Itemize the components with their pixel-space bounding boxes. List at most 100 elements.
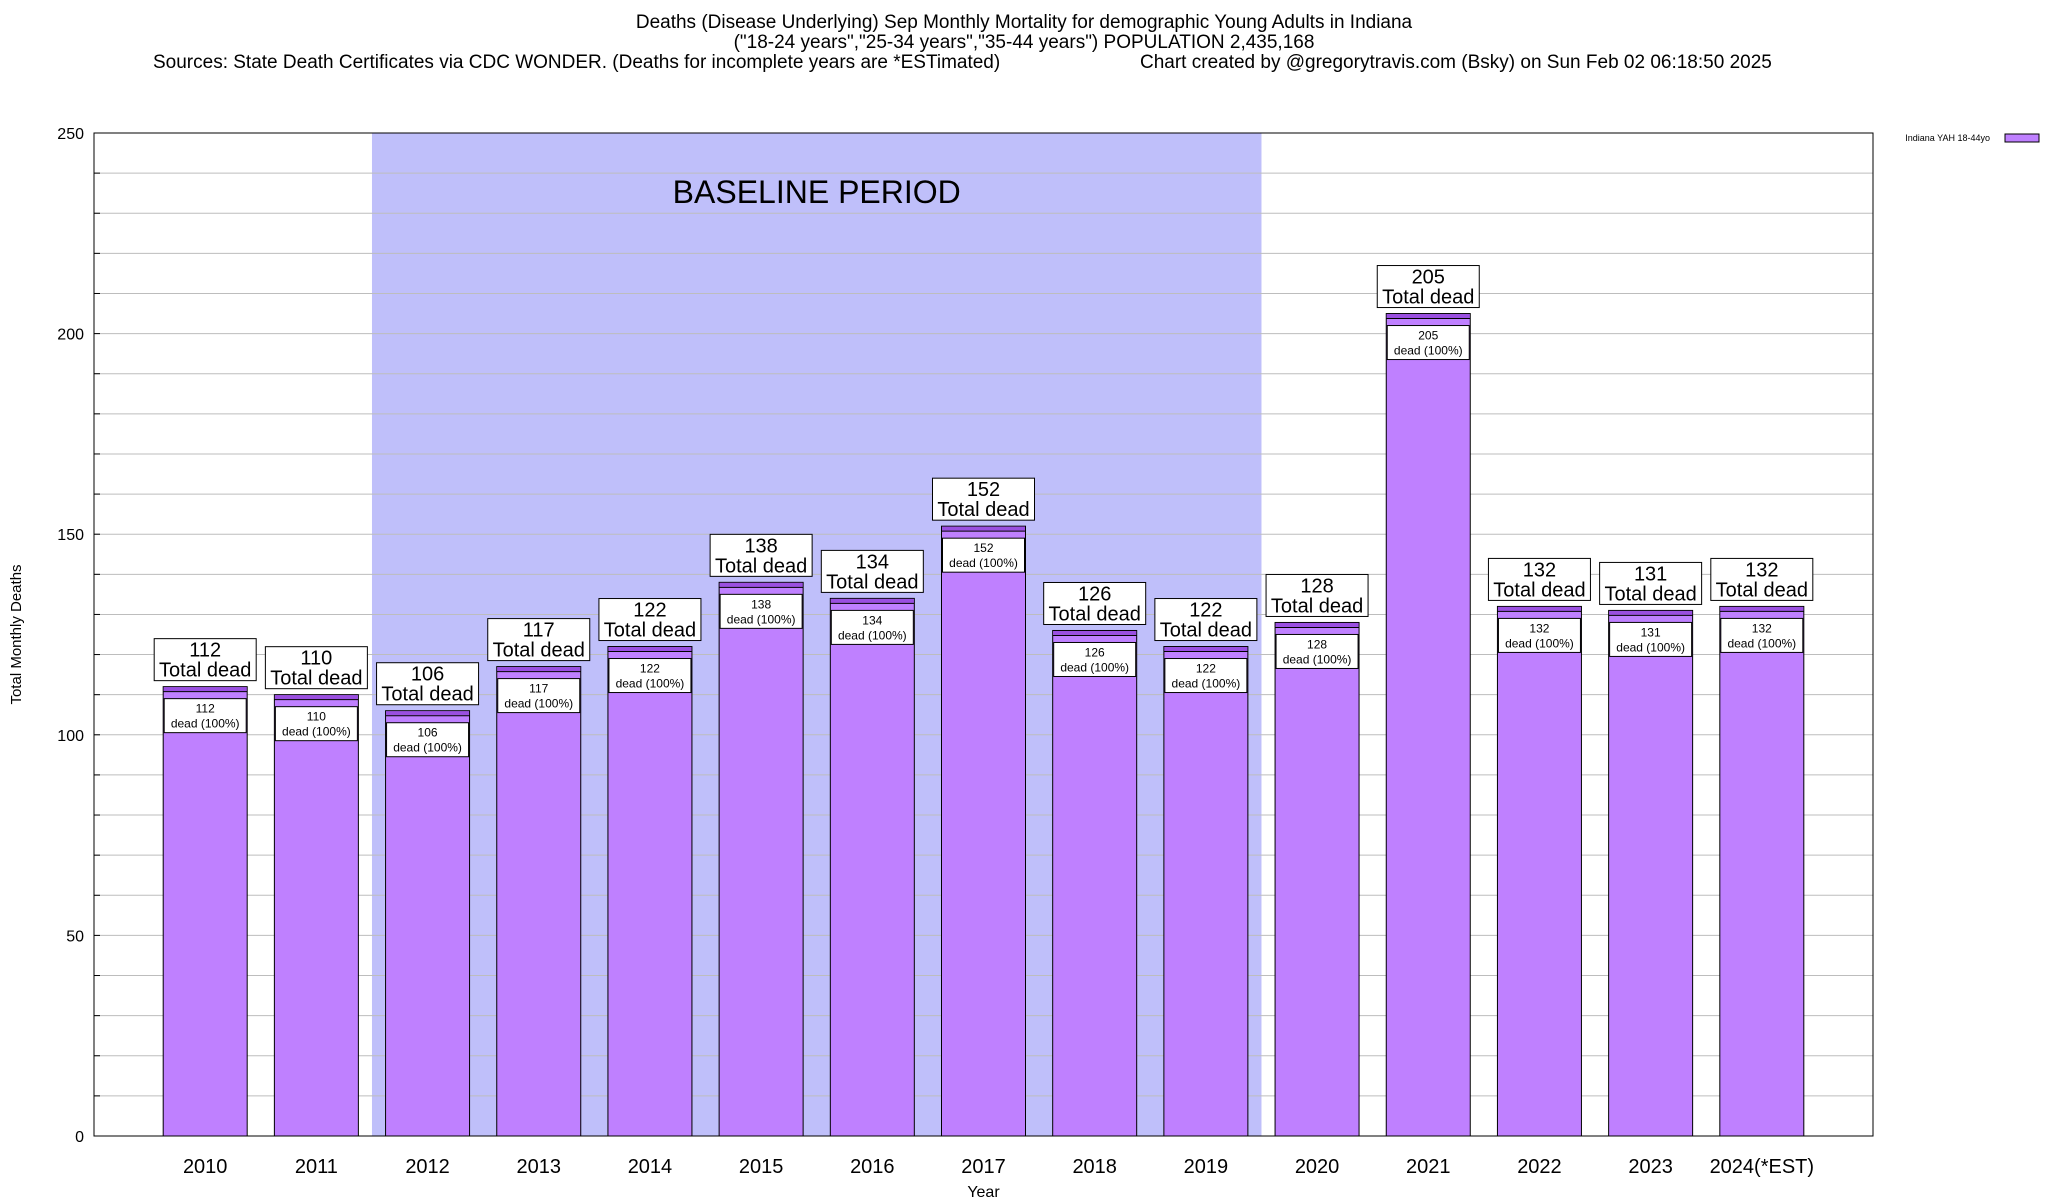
bar-top-suffix: Total dead	[1382, 287, 1474, 309]
bar-top-label-box	[1154, 598, 1258, 642]
bar-top-label-box	[932, 477, 1035, 521]
plot-border	[93, 132, 1874, 1137]
bar-inner-suffix: dead (100%)	[949, 556, 1018, 570]
bar-top-value: 106	[411, 664, 444, 686]
x-tick-label: 2024(*EST)	[1710, 1156, 1815, 1178]
bar-inner-value: 122	[1196, 662, 1216, 676]
bar-top-suffix: Total dead	[937, 499, 1029, 521]
bar-top-cap	[830, 598, 914, 603]
bar-top-value: 134	[856, 551, 889, 573]
bar-inner-label-box	[1720, 617, 1804, 653]
bar-top-suffix: Total dead	[270, 668, 362, 690]
bar-inner-suffix: dead (100%)	[1727, 636, 1796, 650]
bar	[496, 666, 582, 1137]
bar-top-cap	[1386, 314, 1470, 319]
chart-credit: Chart created by @gregorytravis.com (Bsk…	[1140, 52, 1772, 73]
bar-top-value: 112	[189, 640, 221, 662]
bar-top-value: 132	[1745, 559, 1778, 581]
bar	[273, 694, 359, 1137]
bar-inner-value: 112	[196, 702, 215, 716]
bar-inner-label-box	[1386, 325, 1470, 361]
x-tick-label: 2015	[739, 1156, 784, 1178]
bar-top-label-box	[820, 549, 924, 593]
x-tick-label: 2020	[1295, 1156, 1340, 1178]
bar-inner-label-box	[1164, 658, 1248, 694]
bar-inner-value: 152	[973, 541, 993, 555]
bar-top-cap	[497, 667, 581, 672]
bar-top-label-box	[487, 618, 591, 662]
x-tick-label: 2021	[1406, 1156, 1451, 1178]
y-tick-label: 250	[57, 126, 84, 143]
bar-top-label-box	[1043, 581, 1147, 625]
bar-inner-value: 117	[529, 682, 548, 696]
bar	[1274, 621, 1360, 1137]
x-tick-label: 2017	[961, 1156, 1006, 1178]
bar	[607, 646, 693, 1137]
bar-top-value: 122	[1189, 600, 1222, 622]
bar-inner-suffix: dead (100%)	[282, 725, 351, 739]
bar-inner-suffix: dead (100%)	[393, 741, 462, 755]
bar-inner-suffix: dead (100%)	[838, 628, 907, 642]
bar-inner-value: 132	[1752, 621, 1772, 635]
bar	[1163, 646, 1249, 1137]
bar-inner-suffix: dead (100%)	[1172, 677, 1241, 691]
bar-inner-value: 132	[1529, 621, 1549, 635]
bar-top-cap	[942, 526, 1025, 531]
bar-inner-suffix: dead (100%)	[1394, 344, 1463, 358]
y-tick-label: 150	[57, 527, 84, 544]
x-tick-label: 2018	[1072, 1156, 1117, 1178]
x-tick-label: 2022	[1517, 1156, 1562, 1178]
legend-label: Indiana YAH 18-44yo	[1905, 133, 1990, 143]
bar-top-cap	[1609, 610, 1693, 615]
bar-inner-value: 110	[307, 710, 326, 724]
x-tick-label: 2013	[517, 1156, 562, 1178]
bar-top-cap	[163, 687, 247, 692]
x-tick-label: 2011	[295, 1156, 338, 1178]
bar-top-label-box	[1376, 265, 1480, 309]
bar-top-value: 117	[523, 620, 555, 642]
bar-top-label-box	[709, 533, 813, 577]
bar	[1496, 605, 1582, 1137]
bar-top-suffix: Total dead	[1604, 583, 1696, 605]
bar-inner-label-box	[1497, 617, 1581, 653]
bar-top-value: 128	[1300, 575, 1333, 597]
bar-inner-label-box	[830, 609, 914, 645]
bar-inner-value: 134	[862, 613, 882, 627]
bar-inner-label-box	[497, 678, 581, 714]
bar-inner-value: 126	[1085, 645, 1105, 659]
bar-top-cap	[1053, 630, 1137, 635]
chart-title-line-1: Deaths (Disease Underlying) Sep Monthly …	[635, 12, 1413, 33]
bar-top-cap	[1497, 606, 1581, 611]
y-tick-label: 50	[66, 928, 84, 945]
bar-top-value: 126	[1078, 583, 1111, 605]
bar-inner-label-box	[719, 593, 803, 629]
y-tick-label: 0	[75, 1129, 84, 1146]
bar-inner-value: 122	[640, 662, 660, 676]
bar-inner-suffix: dead (100%)	[1283, 652, 1352, 666]
bar-inner-label-box	[1053, 641, 1137, 677]
y-axis-title: Total Monthly Deaths	[8, 564, 25, 704]
bar-top-cap	[719, 582, 803, 587]
bar	[718, 581, 804, 1137]
bar-inner-label-box	[1609, 621, 1693, 657]
bar-top-label-box	[376, 662, 480, 706]
bar-top-value: 122	[633, 600, 666, 622]
y-tick-label: 100	[57, 728, 84, 745]
bar-top-suffix: Total dead	[826, 571, 918, 593]
bar-top-cap	[608, 647, 692, 652]
bar-top-suffix: Total dead	[715, 555, 807, 577]
bar-top-value: 152	[967, 479, 1000, 501]
bar-top-value: 131	[1634, 563, 1667, 585]
bar-top-cap	[386, 711, 470, 716]
bar-top-value: 138	[744, 535, 777, 557]
bar-top-value: 205	[1412, 267, 1445, 289]
bar-inner-suffix: dead (100%)	[1505, 636, 1574, 650]
bar-top-suffix: Total dead	[1716, 579, 1808, 601]
chart-sources: Sources: State Death Certificates via CD…	[153, 52, 1001, 73]
bar-top-suffix: Total dead	[1049, 603, 1141, 625]
bar-inner-suffix: dead (100%)	[616, 677, 685, 691]
bar	[1052, 629, 1138, 1137]
bar-top-cap	[1720, 606, 1804, 611]
bar-top-label-box	[153, 638, 257, 682]
